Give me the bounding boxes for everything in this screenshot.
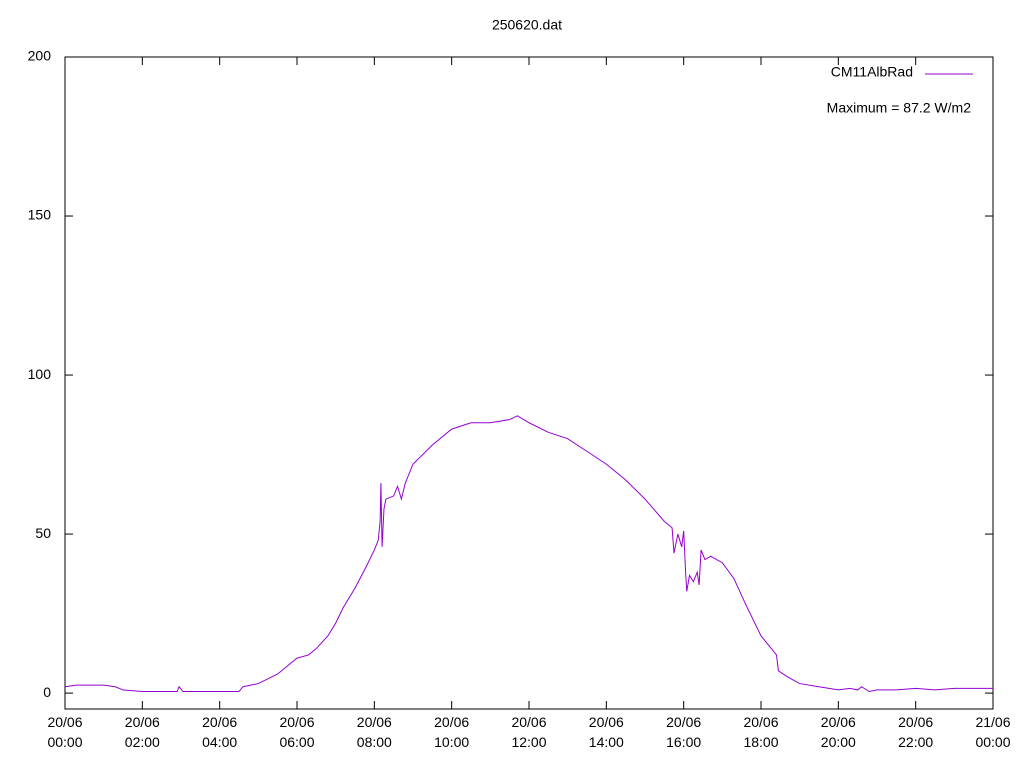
- y-tick-label: 50: [35, 525, 51, 541]
- y-tick-label: 0: [43, 684, 51, 700]
- x-tick-label: 20/06 18:00: [743, 714, 779, 750]
- x-tick-label: 20/06 08:00: [356, 714, 392, 750]
- y-tick-label: 100: [28, 366, 52, 382]
- x-tick-label: 20/06 04:00: [202, 714, 238, 750]
- annotation: Maximum = 87.2 W/m2: [827, 100, 972, 116]
- x-tick-label: 20/06 14:00: [588, 714, 624, 750]
- y-tick-label: 150: [28, 207, 52, 223]
- x-tick-label: 20/06 22:00: [898, 714, 934, 750]
- x-tick-label: 20/06 02:00: [124, 714, 160, 750]
- x-tick-label: 20/06 20:00: [820, 714, 856, 750]
- x-tick-label: 20/06 00:00: [47, 714, 83, 750]
- x-tick-label: 21/06 00:00: [975, 714, 1011, 750]
- x-tick-label: 20/06 16:00: [666, 714, 702, 750]
- x-tick-label: 20/06 12:00: [511, 714, 547, 750]
- x-tick-label: 20/06 10:00: [434, 714, 470, 750]
- data-line: [64, 415, 993, 693]
- x-tick-label: 20/06 06:00: [279, 714, 315, 750]
- plot-frame: [64, 56, 994, 710]
- y-tick-label: 200: [28, 48, 52, 64]
- chart-title: 250620.dat: [492, 17, 562, 33]
- legend-label: CM11AlbRad: [831, 64, 913, 80]
